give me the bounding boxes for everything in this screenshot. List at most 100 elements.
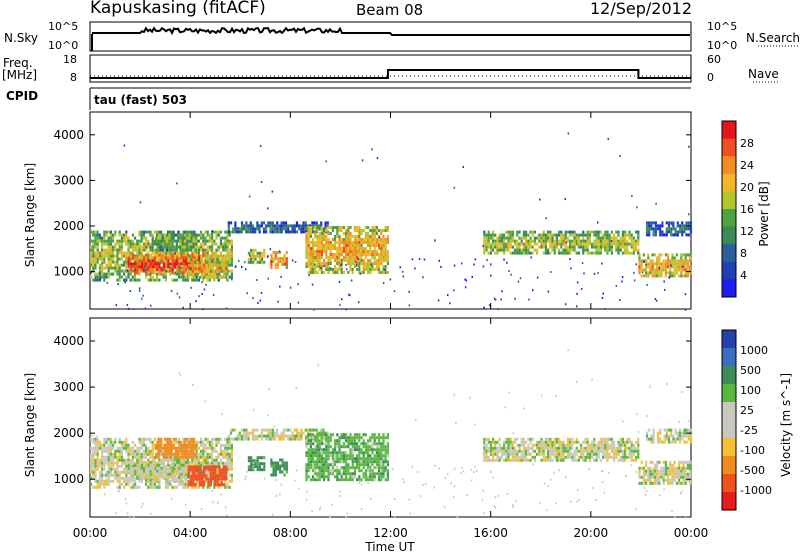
data-cell <box>103 485 106 489</box>
data-cell <box>168 236 171 240</box>
data-cell <box>569 449 572 453</box>
data-cell <box>525 230 528 234</box>
speckle <box>464 286 467 289</box>
data-cell <box>511 455 514 459</box>
data-cell <box>226 233 229 237</box>
data-cell <box>127 460 130 464</box>
data-cell <box>351 475 354 479</box>
data-cell <box>105 470 108 474</box>
data-cell <box>112 440 115 444</box>
data-cell <box>185 245 189 249</box>
data-cell <box>222 455 225 459</box>
data-cell <box>558 440 561 444</box>
data-cell <box>171 458 174 462</box>
data-cell <box>658 256 661 260</box>
data-cell <box>316 448 319 452</box>
data-cell <box>98 440 101 444</box>
data-cell <box>360 262 363 265</box>
data-cell <box>197 248 200 252</box>
data-cell <box>114 266 117 270</box>
data-cell <box>533 242 536 246</box>
data-cell <box>94 452 97 456</box>
data-cell <box>118 440 121 444</box>
data-cell <box>380 466 383 470</box>
data-cell <box>167 259 170 263</box>
data-cell <box>322 428 325 432</box>
data-cell <box>230 245 233 249</box>
data-cell <box>173 458 176 462</box>
data-cell <box>226 266 229 270</box>
data-cell <box>127 443 130 447</box>
data-cell <box>196 263 199 267</box>
data-cell <box>140 440 143 444</box>
data-cell <box>382 250 385 253</box>
data-cell <box>327 244 330 247</box>
data-cell <box>107 236 110 240</box>
data-cell <box>94 458 97 462</box>
data-cell <box>160 469 163 473</box>
data-cell <box>94 440 97 444</box>
data-cell <box>382 457 385 461</box>
data-cell <box>686 259 689 263</box>
data-cell <box>226 437 229 441</box>
data-cell <box>316 241 319 244</box>
data-cell <box>569 437 572 441</box>
data-cell <box>662 268 665 272</box>
data-cell <box>316 226 319 229</box>
data-cell <box>378 445 381 449</box>
data-cell <box>309 454 312 458</box>
data-cell <box>103 437 106 441</box>
data-cell <box>358 454 361 458</box>
data-cell <box>136 259 139 263</box>
data-cell <box>107 266 110 270</box>
data-cell <box>172 230 175 234</box>
data-cell <box>306 431 310 435</box>
data-cell <box>177 452 180 456</box>
speckle <box>447 294 449 297</box>
data-cell <box>375 259 378 262</box>
data-cell <box>127 478 130 482</box>
data-cell <box>136 469 139 473</box>
data-cell <box>338 259 341 262</box>
data-cell <box>168 437 171 441</box>
data-cell <box>118 242 121 246</box>
data-cell <box>549 233 552 237</box>
data-cell <box>247 465 250 469</box>
data-cell <box>314 460 317 464</box>
data-cell <box>116 239 119 243</box>
data-cell <box>606 239 609 243</box>
data-cell <box>349 250 352 253</box>
data-cell <box>192 440 195 444</box>
data-cell <box>94 464 97 468</box>
data-cell <box>140 446 143 450</box>
data-cell <box>384 436 387 440</box>
y-tick-label: 2000 <box>53 219 84 233</box>
data-cell <box>338 244 341 247</box>
data-cell <box>661 233 664 237</box>
data-cell <box>571 230 574 234</box>
data-cell <box>202 278 205 282</box>
data-cell <box>540 452 543 456</box>
data-cell <box>230 275 233 279</box>
data-cell <box>162 275 165 279</box>
data-cell <box>192 437 195 441</box>
data-cell <box>182 278 185 282</box>
data-cell <box>138 230 141 234</box>
data-cell <box>226 452 229 456</box>
speckle <box>237 227 240 229</box>
data-cell <box>169 262 172 266</box>
data-cell <box>209 480 212 484</box>
data-cell <box>378 475 381 479</box>
data-cell <box>338 478 341 482</box>
data-cell <box>209 471 212 475</box>
data-cell <box>105 446 108 450</box>
data-cell <box>167 265 170 269</box>
data-cell <box>156 251 159 255</box>
noise-right-tick-bottom: 10^0 <box>707 39 737 52</box>
data-cell <box>305 262 308 265</box>
data-cell <box>309 224 312 228</box>
data-cell <box>318 244 321 247</box>
data-cell <box>151 455 154 459</box>
data-cell <box>380 247 383 250</box>
data-cell <box>664 274 667 278</box>
